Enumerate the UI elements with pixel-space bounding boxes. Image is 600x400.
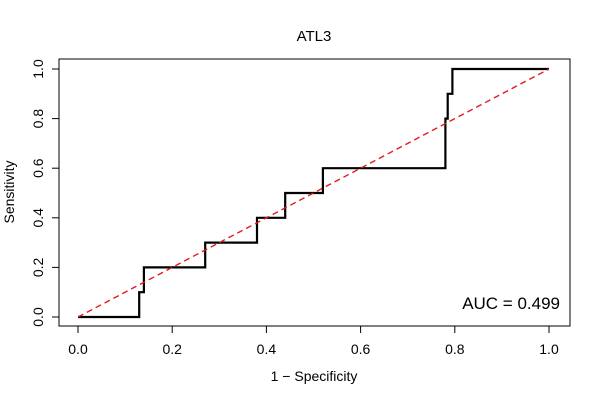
x-tick-label: 1.0 [539, 341, 559, 357]
x-axis-label: 1 − Specificity [271, 368, 358, 384]
y-tick-label: 1.0 [30, 59, 46, 79]
x-tick-label: 0.6 [351, 341, 371, 357]
x-tick-label: 0.8 [445, 341, 465, 357]
y-tick-label: 0.0 [30, 307, 46, 327]
y-tick-label: 0.8 [30, 109, 46, 129]
chart-title: ATL3 [297, 28, 332, 45]
reference-diagonal-line [77, 68, 550, 318]
x-tick-label: 0.0 [68, 341, 88, 357]
y-axis: 0.0 0.2 0.4 0.6 0.8 1.0 [30, 59, 60, 327]
y-axis-label: Sensitivity [1, 160, 17, 223]
x-tick-label: 0.4 [257, 341, 277, 357]
roc-curve [78, 67, 549, 319]
series-layer [77, 67, 550, 319]
x-axis: 0.0 0.2 0.4 0.6 0.8 1.0 [68, 325, 559, 357]
y-tick-label: 0.2 [30, 257, 46, 277]
x-tick-label: 0.2 [162, 341, 182, 357]
y-tick-label: 0.4 [30, 208, 46, 228]
y-tick-label: 0.6 [30, 158, 46, 178]
auc-annotation: AUC = 0.499 [462, 294, 560, 313]
